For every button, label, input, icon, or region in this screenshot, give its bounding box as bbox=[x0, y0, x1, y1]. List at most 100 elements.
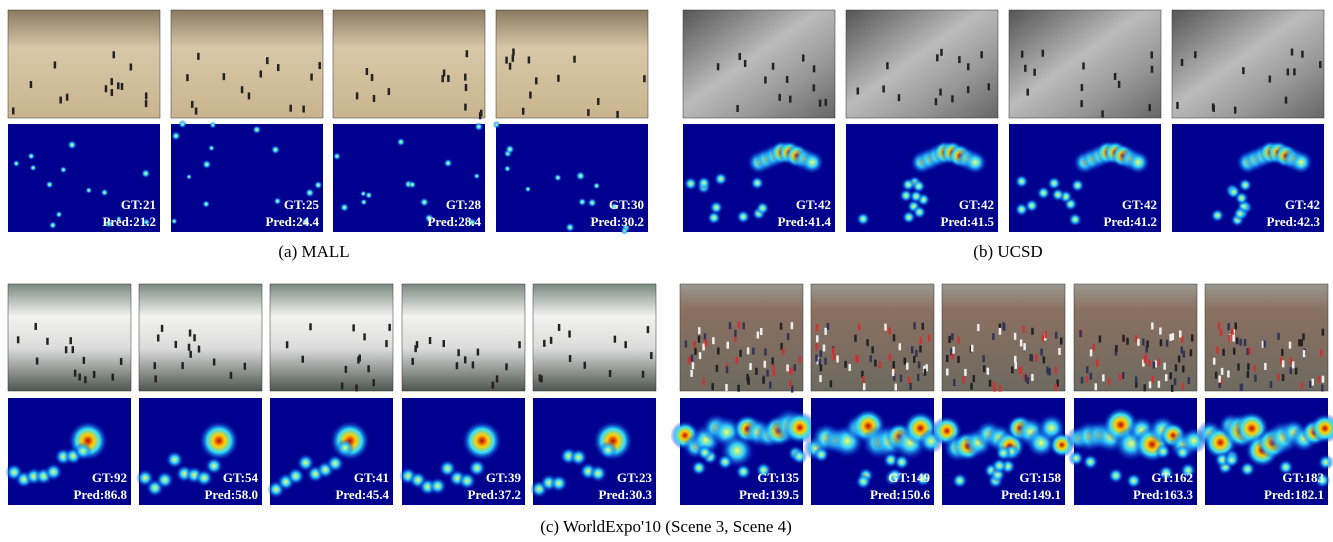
person bbox=[1135, 377, 1138, 384]
person bbox=[1291, 49, 1294, 56]
heat-blob bbox=[420, 197, 430, 207]
person bbox=[764, 361, 767, 368]
person bbox=[1151, 66, 1154, 73]
heat-blob bbox=[525, 186, 532, 193]
page: GT:21Pred:21.2GT:25Pred:24.4GT:28Pred:28… bbox=[0, 0, 1333, 542]
person bbox=[988, 83, 991, 90]
figure: GT:21Pred:21.2GT:25Pred:24.4GT:28Pred:28… bbox=[0, 0, 1333, 542]
person bbox=[289, 105, 292, 112]
person bbox=[1253, 365, 1256, 372]
person bbox=[952, 347, 955, 354]
person bbox=[1082, 62, 1085, 69]
person bbox=[819, 375, 822, 382]
person bbox=[1227, 370, 1230, 377]
person bbox=[429, 337, 432, 344]
person bbox=[587, 109, 590, 116]
photo bbox=[1205, 284, 1328, 391]
person bbox=[1249, 347, 1252, 354]
person bbox=[1269, 76, 1272, 83]
person bbox=[1031, 328, 1034, 335]
person bbox=[1309, 381, 1312, 388]
person bbox=[1194, 51, 1197, 58]
person bbox=[363, 333, 366, 340]
gt-label: GT:42 bbox=[796, 197, 831, 212]
person bbox=[355, 384, 358, 391]
heat-blob bbox=[444, 159, 453, 168]
person bbox=[372, 379, 375, 386]
person bbox=[922, 323, 925, 330]
heat-blob bbox=[691, 460, 707, 476]
person bbox=[892, 369, 895, 376]
person bbox=[198, 346, 201, 353]
heat-blob bbox=[589, 464, 607, 482]
person bbox=[12, 107, 15, 114]
person bbox=[573, 56, 576, 63]
person bbox=[693, 341, 696, 348]
person bbox=[1235, 322, 1238, 329]
person bbox=[1240, 384, 1243, 391]
heat-blob bbox=[429, 477, 447, 495]
person bbox=[690, 370, 693, 377]
heat-blob bbox=[156, 471, 174, 489]
person bbox=[1119, 374, 1122, 381]
person bbox=[866, 339, 869, 346]
heat-blob bbox=[252, 125, 261, 134]
person bbox=[189, 330, 192, 337]
person bbox=[584, 362, 587, 369]
gt-label: GT:42 bbox=[1122, 197, 1157, 212]
person bbox=[764, 348, 767, 355]
person bbox=[130, 63, 133, 70]
heat-blob bbox=[67, 140, 77, 150]
heat-blob bbox=[1126, 150, 1150, 174]
person bbox=[529, 92, 532, 99]
person bbox=[1282, 374, 1285, 381]
person bbox=[105, 85, 108, 92]
person bbox=[858, 323, 861, 330]
person bbox=[1160, 339, 1163, 346]
heat-blob bbox=[493, 121, 501, 129]
person bbox=[962, 376, 965, 383]
person bbox=[1030, 354, 1033, 361]
person bbox=[65, 346, 68, 353]
person bbox=[1158, 359, 1161, 366]
person bbox=[1151, 376, 1154, 383]
person bbox=[30, 81, 32, 88]
gt-label: GT:30 bbox=[609, 197, 644, 212]
person bbox=[1086, 375, 1089, 382]
person bbox=[1086, 366, 1089, 373]
heat-blob bbox=[707, 211, 721, 225]
gt-label: GT:39 bbox=[486, 470, 522, 485]
heat-blob bbox=[274, 197, 282, 205]
person bbox=[1218, 322, 1221, 329]
person bbox=[302, 356, 305, 363]
person bbox=[1270, 381, 1273, 388]
person bbox=[1190, 349, 1193, 356]
person bbox=[518, 341, 521, 348]
person bbox=[971, 345, 974, 352]
person bbox=[1264, 363, 1267, 370]
heat-blob bbox=[587, 198, 597, 208]
person bbox=[539, 374, 542, 381]
person bbox=[766, 370, 769, 377]
photo bbox=[8, 10, 160, 118]
person bbox=[886, 62, 889, 69]
person bbox=[1022, 326, 1025, 333]
person bbox=[794, 364, 797, 371]
person bbox=[1171, 385, 1174, 392]
person bbox=[647, 326, 650, 333]
heat-blob bbox=[1047, 176, 1061, 190]
person bbox=[716, 365, 719, 372]
person bbox=[752, 348, 755, 355]
person bbox=[1188, 377, 1191, 384]
heat-blob bbox=[340, 203, 349, 212]
person bbox=[863, 383, 866, 390]
person bbox=[1055, 332, 1058, 339]
pred-label: Pred:41.4 bbox=[777, 214, 831, 229]
person bbox=[456, 362, 459, 369]
pred-label: Pred:139.5 bbox=[739, 487, 800, 502]
pred-label: Pred:21.2 bbox=[102, 214, 156, 229]
person bbox=[772, 63, 775, 70]
person bbox=[1232, 335, 1235, 342]
person bbox=[848, 364, 851, 371]
person bbox=[1150, 51, 1153, 58]
